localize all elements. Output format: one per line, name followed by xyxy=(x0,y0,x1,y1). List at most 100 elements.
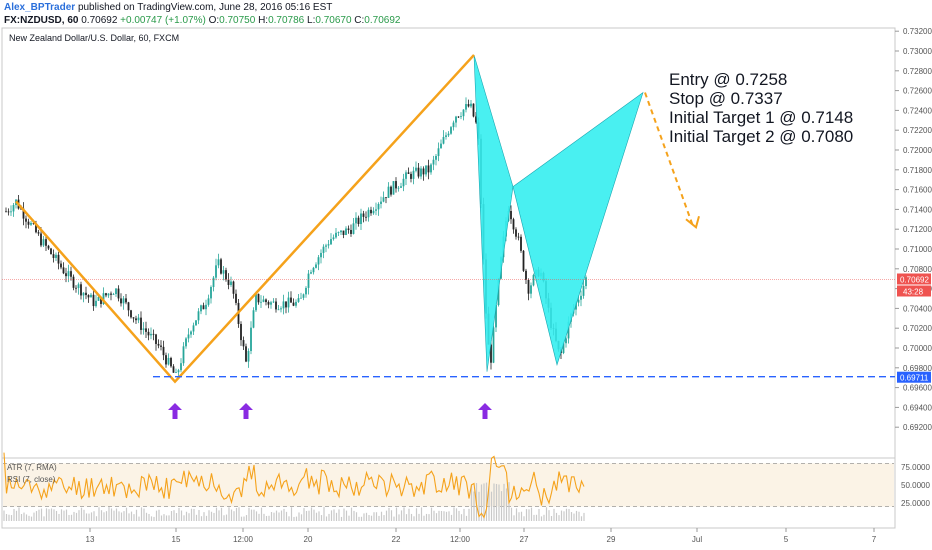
y-tick-label: 0.70200 xyxy=(903,324,932,333)
x-tick-label: 12:00 xyxy=(450,535,471,544)
annotation-text: Stop @ 0.7337 xyxy=(669,89,783,108)
candle-body xyxy=(27,221,30,225)
y-tick-label: 0.73000 xyxy=(903,47,932,56)
candle-body xyxy=(462,109,465,117)
candle-body xyxy=(22,208,25,219)
candle-body xyxy=(415,167,417,171)
candle-body xyxy=(460,116,462,118)
last-price-badge xyxy=(897,273,931,285)
candle-body xyxy=(135,318,137,321)
last-price-label: 0.70692 xyxy=(900,275,929,284)
annotation-text: Initial Target 1 @ 0.7148 xyxy=(669,108,853,127)
candle-body xyxy=(195,320,197,326)
candle-body xyxy=(260,301,262,303)
candle-body xyxy=(207,298,210,305)
candle-body xyxy=(145,328,147,332)
candle-body xyxy=(422,168,425,175)
candle-body xyxy=(402,178,405,187)
candle-body xyxy=(227,279,230,285)
candle-body xyxy=(355,217,357,224)
candle-body xyxy=(87,295,90,298)
y-tick-label: 0.71400 xyxy=(903,205,932,214)
candle-body xyxy=(475,116,477,123)
candle-body xyxy=(25,218,27,222)
candle-body xyxy=(57,254,60,264)
candle-body xyxy=(280,308,282,310)
candle-body xyxy=(450,127,452,134)
indicator-tick-label: 75.0000 xyxy=(901,463,930,472)
candle-body xyxy=(330,239,332,245)
indicator-tick-label: 50.0000 xyxy=(901,481,930,490)
candle-body xyxy=(30,222,32,225)
candle-body xyxy=(425,165,427,175)
x-tick-label: 22 xyxy=(392,535,401,544)
candle-body xyxy=(352,223,355,234)
y-tick-label: 0.72800 xyxy=(903,67,932,76)
candle-body xyxy=(50,248,52,255)
publish-info: published on TradingView.com, June 28, 2… xyxy=(77,2,333,13)
candle-body xyxy=(190,331,192,335)
candle-body xyxy=(52,254,55,258)
candle-body xyxy=(150,333,152,336)
candle-body xyxy=(362,213,365,217)
candle-body xyxy=(437,148,440,157)
candle-body xyxy=(495,305,497,328)
candle-body xyxy=(515,229,517,237)
projection-line xyxy=(644,92,694,227)
candle-body xyxy=(317,257,320,265)
candle-body xyxy=(350,229,352,234)
candle-body xyxy=(120,298,122,304)
candle-body xyxy=(215,265,217,278)
last-price: 0.70692 xyxy=(81,15,118,26)
candle-body xyxy=(80,284,82,296)
candle-body xyxy=(320,252,322,258)
x-tick-label: 20 xyxy=(304,535,313,544)
candle-body xyxy=(517,236,520,238)
candle-body xyxy=(575,302,577,310)
candle-body xyxy=(205,304,207,310)
y-tick-label: 0.72000 xyxy=(903,146,932,155)
candle-body xyxy=(285,301,287,308)
candle-body xyxy=(182,346,185,364)
countdown-badge xyxy=(897,285,931,297)
candle-body xyxy=(332,237,335,240)
y-tick-label: 0.71800 xyxy=(903,166,932,175)
candle-body xyxy=(457,116,460,118)
y-tick-label: 0.70400 xyxy=(903,304,932,313)
candle-body xyxy=(430,164,432,173)
chart-title: New Zealand Dollar/U.S. Dollar, 60, FXCM xyxy=(9,33,179,43)
candle-body xyxy=(397,187,400,189)
candle-body xyxy=(512,219,515,230)
y-tick-label: 0.69400 xyxy=(903,403,932,412)
candle-body xyxy=(100,296,102,304)
high-value: 0.70786 xyxy=(268,15,305,26)
candle-body xyxy=(522,250,525,271)
candle-body xyxy=(127,302,130,311)
candle-body xyxy=(175,372,177,374)
candle-body xyxy=(257,293,260,303)
x-tick-label: 15 xyxy=(172,535,181,544)
candle-body xyxy=(55,254,57,258)
candle-body xyxy=(470,103,472,107)
candle-body xyxy=(337,232,340,233)
author-name[interactable]: Alex_BPTrader xyxy=(4,2,76,13)
candle-body xyxy=(377,203,380,210)
candle-body xyxy=(5,211,7,213)
candle-body xyxy=(115,288,117,295)
candle-body xyxy=(37,232,40,234)
candle-body xyxy=(162,346,165,356)
candle-body xyxy=(525,270,527,280)
candle-body xyxy=(192,325,195,332)
low-key: L: xyxy=(307,15,316,26)
x-tick-label: 7 xyxy=(872,535,877,544)
candle-body xyxy=(447,133,450,136)
candle-body xyxy=(532,275,535,286)
y-tick-label: 0.72600 xyxy=(903,87,932,96)
x-tick-label: Jul xyxy=(692,535,702,544)
annotation-text: Initial Target 2 @ 0.7080 xyxy=(669,127,853,146)
candle-body xyxy=(340,230,342,233)
candle-body xyxy=(410,173,412,179)
x-tick-label: 5 xyxy=(784,535,789,544)
high-key: H: xyxy=(258,15,269,26)
